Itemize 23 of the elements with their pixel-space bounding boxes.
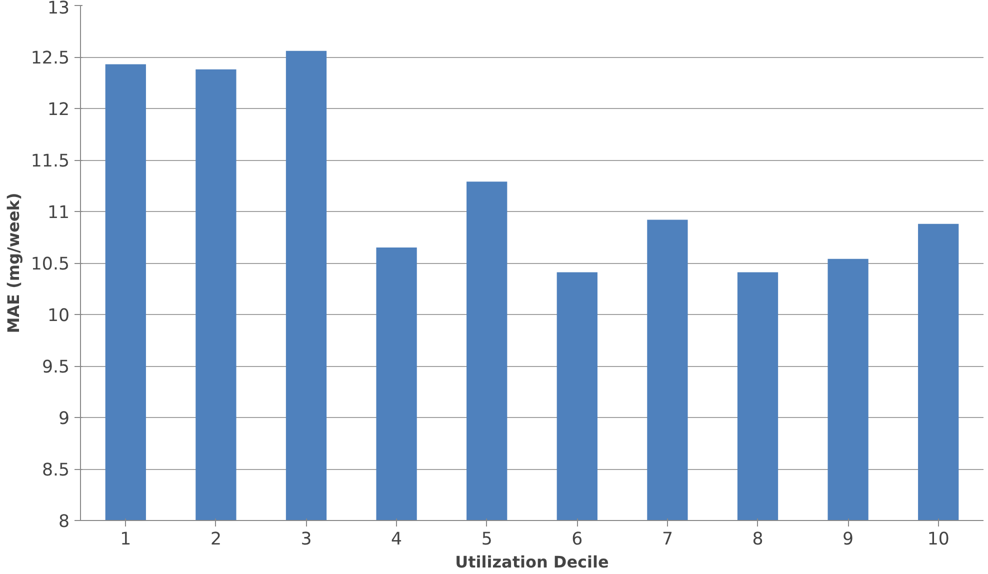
y-tick-label: 12.5 — [30, 48, 70, 68]
y-tick-label: 12 — [47, 100, 70, 120]
y-tick-label: 11.5 — [30, 152, 70, 172]
x-tick-label: 1 — [120, 530, 132, 550]
x-tick-label: 4 — [391, 530, 402, 550]
x-tick-label: 7 — [662, 530, 673, 550]
y-tick-label: 10 — [47, 306, 70, 326]
x-tick-label: 3 — [300, 530, 312, 550]
x-axis-title: Utilization Decile — [455, 552, 610, 572]
x-tick-label: 5 — [481, 530, 492, 550]
x-tick-label: 9 — [842, 530, 854, 550]
y-tick-label: 13 — [47, 0, 70, 18]
y-tick-label: 9.5 — [42, 358, 70, 378]
x-tick-label: 10 — [927, 530, 950, 550]
y-axis-title: MAE (mg/week) — [4, 192, 23, 334]
y-tick-label: 9 — [58, 409, 70, 429]
y-tick-label: 11 — [47, 203, 70, 223]
x-tick-label: 6 — [572, 530, 583, 550]
x-tick-label: 8 — [752, 530, 764, 550]
y-tick-label: 10.5 — [30, 254, 70, 274]
x-tick-label: 2 — [210, 530, 222, 550]
y-tick-label: 8 — [58, 512, 70, 532]
y-tick-label: 8.5 — [42, 460, 70, 480]
